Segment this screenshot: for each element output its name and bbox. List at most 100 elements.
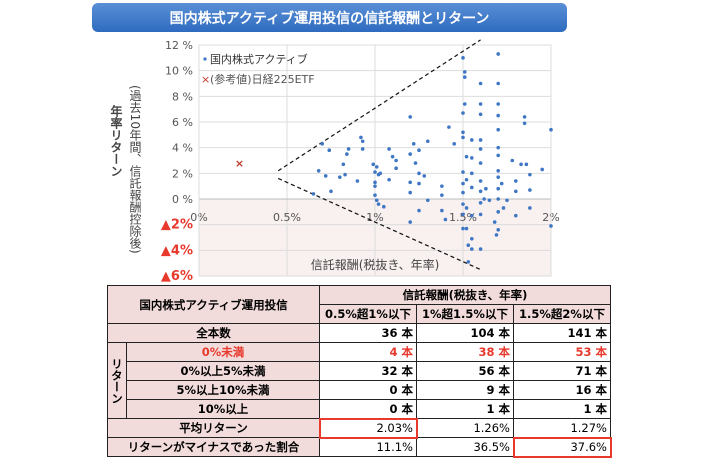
data-point	[426, 198, 430, 203]
data-point	[408, 115, 413, 119]
data-point	[484, 186, 488, 191]
x-tick-label: 1.5%	[449, 211, 477, 224]
data-point	[470, 236, 474, 241]
data-point	[461, 56, 465, 60]
data-point	[528, 188, 532, 192]
data-point	[408, 220, 413, 224]
data-point	[440, 184, 444, 188]
data-point	[461, 170, 465, 174]
data-point	[417, 208, 421, 213]
data-point	[373, 193, 377, 197]
data-point	[447, 125, 451, 129]
y-tick-label: ▲6%	[161, 269, 193, 284]
data-point	[519, 162, 523, 167]
y-tick-label: 8 %	[172, 90, 193, 103]
data-point	[311, 192, 316, 196]
data-point	[496, 228, 501, 232]
y-tick-label: 4 %	[172, 142, 193, 155]
data-point	[496, 113, 501, 118]
data-point	[373, 170, 377, 174]
y-tick-label: 2 %	[172, 167, 193, 180]
cell: 32 本	[319, 361, 417, 381]
data-point	[461, 130, 465, 135]
data-point	[464, 226, 469, 231]
data-point	[461, 111, 465, 115]
data-point	[341, 162, 346, 167]
y-axis-label-line1: 年率リターン	[109, 105, 123, 177]
data-point	[478, 112, 483, 117]
data-point	[510, 158, 515, 163]
data-point	[478, 81, 483, 86]
data-point	[478, 161, 483, 165]
data-point	[413, 161, 418, 165]
data-point	[496, 145, 501, 150]
data-point	[496, 186, 501, 191]
plot-border	[198, 44, 552, 277]
y-tick-label: 12 %	[165, 39, 193, 52]
data-point	[496, 52, 501, 56]
data-point	[373, 180, 377, 185]
table-row: 10%以上 0 本 1 本 1 本	[108, 399, 611, 419]
data-point	[478, 138, 483, 142]
data-point	[408, 152, 413, 156]
y-axis-label: 年率リターン (過去10年間、信託報酬控除後)	[100, 85, 160, 265]
data-point	[426, 139, 430, 144]
cell: 9 本	[416, 380, 514, 400]
data-point	[496, 102, 501, 106]
data-point	[461, 135, 465, 140]
cell: 141 本	[513, 323, 611, 343]
guide-line	[277, 39, 481, 172]
data-point	[496, 210, 501, 214]
data-point	[514, 179, 518, 183]
data-point	[470, 213, 474, 218]
data-point	[466, 260, 471, 264]
cell: 1.26%	[416, 418, 514, 438]
table-row: リターン 0%未満 4 本 38 本 53 本	[107, 342, 611, 419]
row-label: リターンがマイナスであった割合	[107, 437, 320, 457]
data-point	[443, 217, 448, 222]
row-label: 10%以上	[126, 399, 320, 419]
y-axis-label-line2: (過去10年間、信託報酬控除後)	[128, 85, 142, 254]
data-point	[360, 139, 365, 144]
data-point	[464, 177, 469, 182]
data-point	[373, 184, 377, 188]
data-point	[496, 153, 501, 158]
data-point	[382, 204, 386, 209]
data-point	[338, 175, 342, 179]
summary-table: 国内株式アクティブ運用投信 信託報酬(税抜き、年率) 0.5%超1%以下 1%超…	[107, 285, 612, 458]
data-point	[371, 162, 376, 167]
data-point	[327, 148, 332, 153]
row-label: 0%未満	[126, 342, 320, 362]
row-label: 0%以上5%未満	[126, 361, 320, 381]
data-point	[505, 198, 509, 203]
y-tick-label: 0 %	[172, 193, 193, 206]
data-point	[514, 213, 518, 218]
cell: 71 本	[513, 361, 611, 381]
data-point	[466, 243, 471, 247]
cell: 104 本	[416, 323, 514, 343]
data-point	[492, 220, 497, 224]
cell: 1.27%	[513, 418, 611, 438]
data-point	[378, 171, 383, 176]
data-point	[417, 171, 421, 176]
data-point	[329, 189, 333, 194]
data-point	[411, 142, 416, 146]
data-point	[464, 206, 469, 210]
data-point	[522, 115, 527, 119]
data-point	[494, 233, 499, 237]
table-row: 5%以上10%未満 0 本 9 本 16 本	[108, 380, 611, 400]
data-point	[374, 198, 379, 203]
cell-highlighted: 2.03%	[318, 417, 418, 439]
data-point	[496, 127, 501, 132]
cell: 53 本	[513, 342, 611, 362]
data-point	[462, 102, 467, 106]
data-point	[487, 198, 492, 203]
cell: 38 本	[416, 342, 514, 362]
cell: 56 本	[416, 361, 514, 381]
y-tick-label: 10 %	[165, 65, 193, 78]
data-point	[461, 190, 465, 195]
cell: 1 本	[416, 399, 514, 419]
data-point	[417, 148, 421, 153]
legend-x-icon: ×	[201, 73, 210, 86]
data-point	[470, 185, 474, 190]
